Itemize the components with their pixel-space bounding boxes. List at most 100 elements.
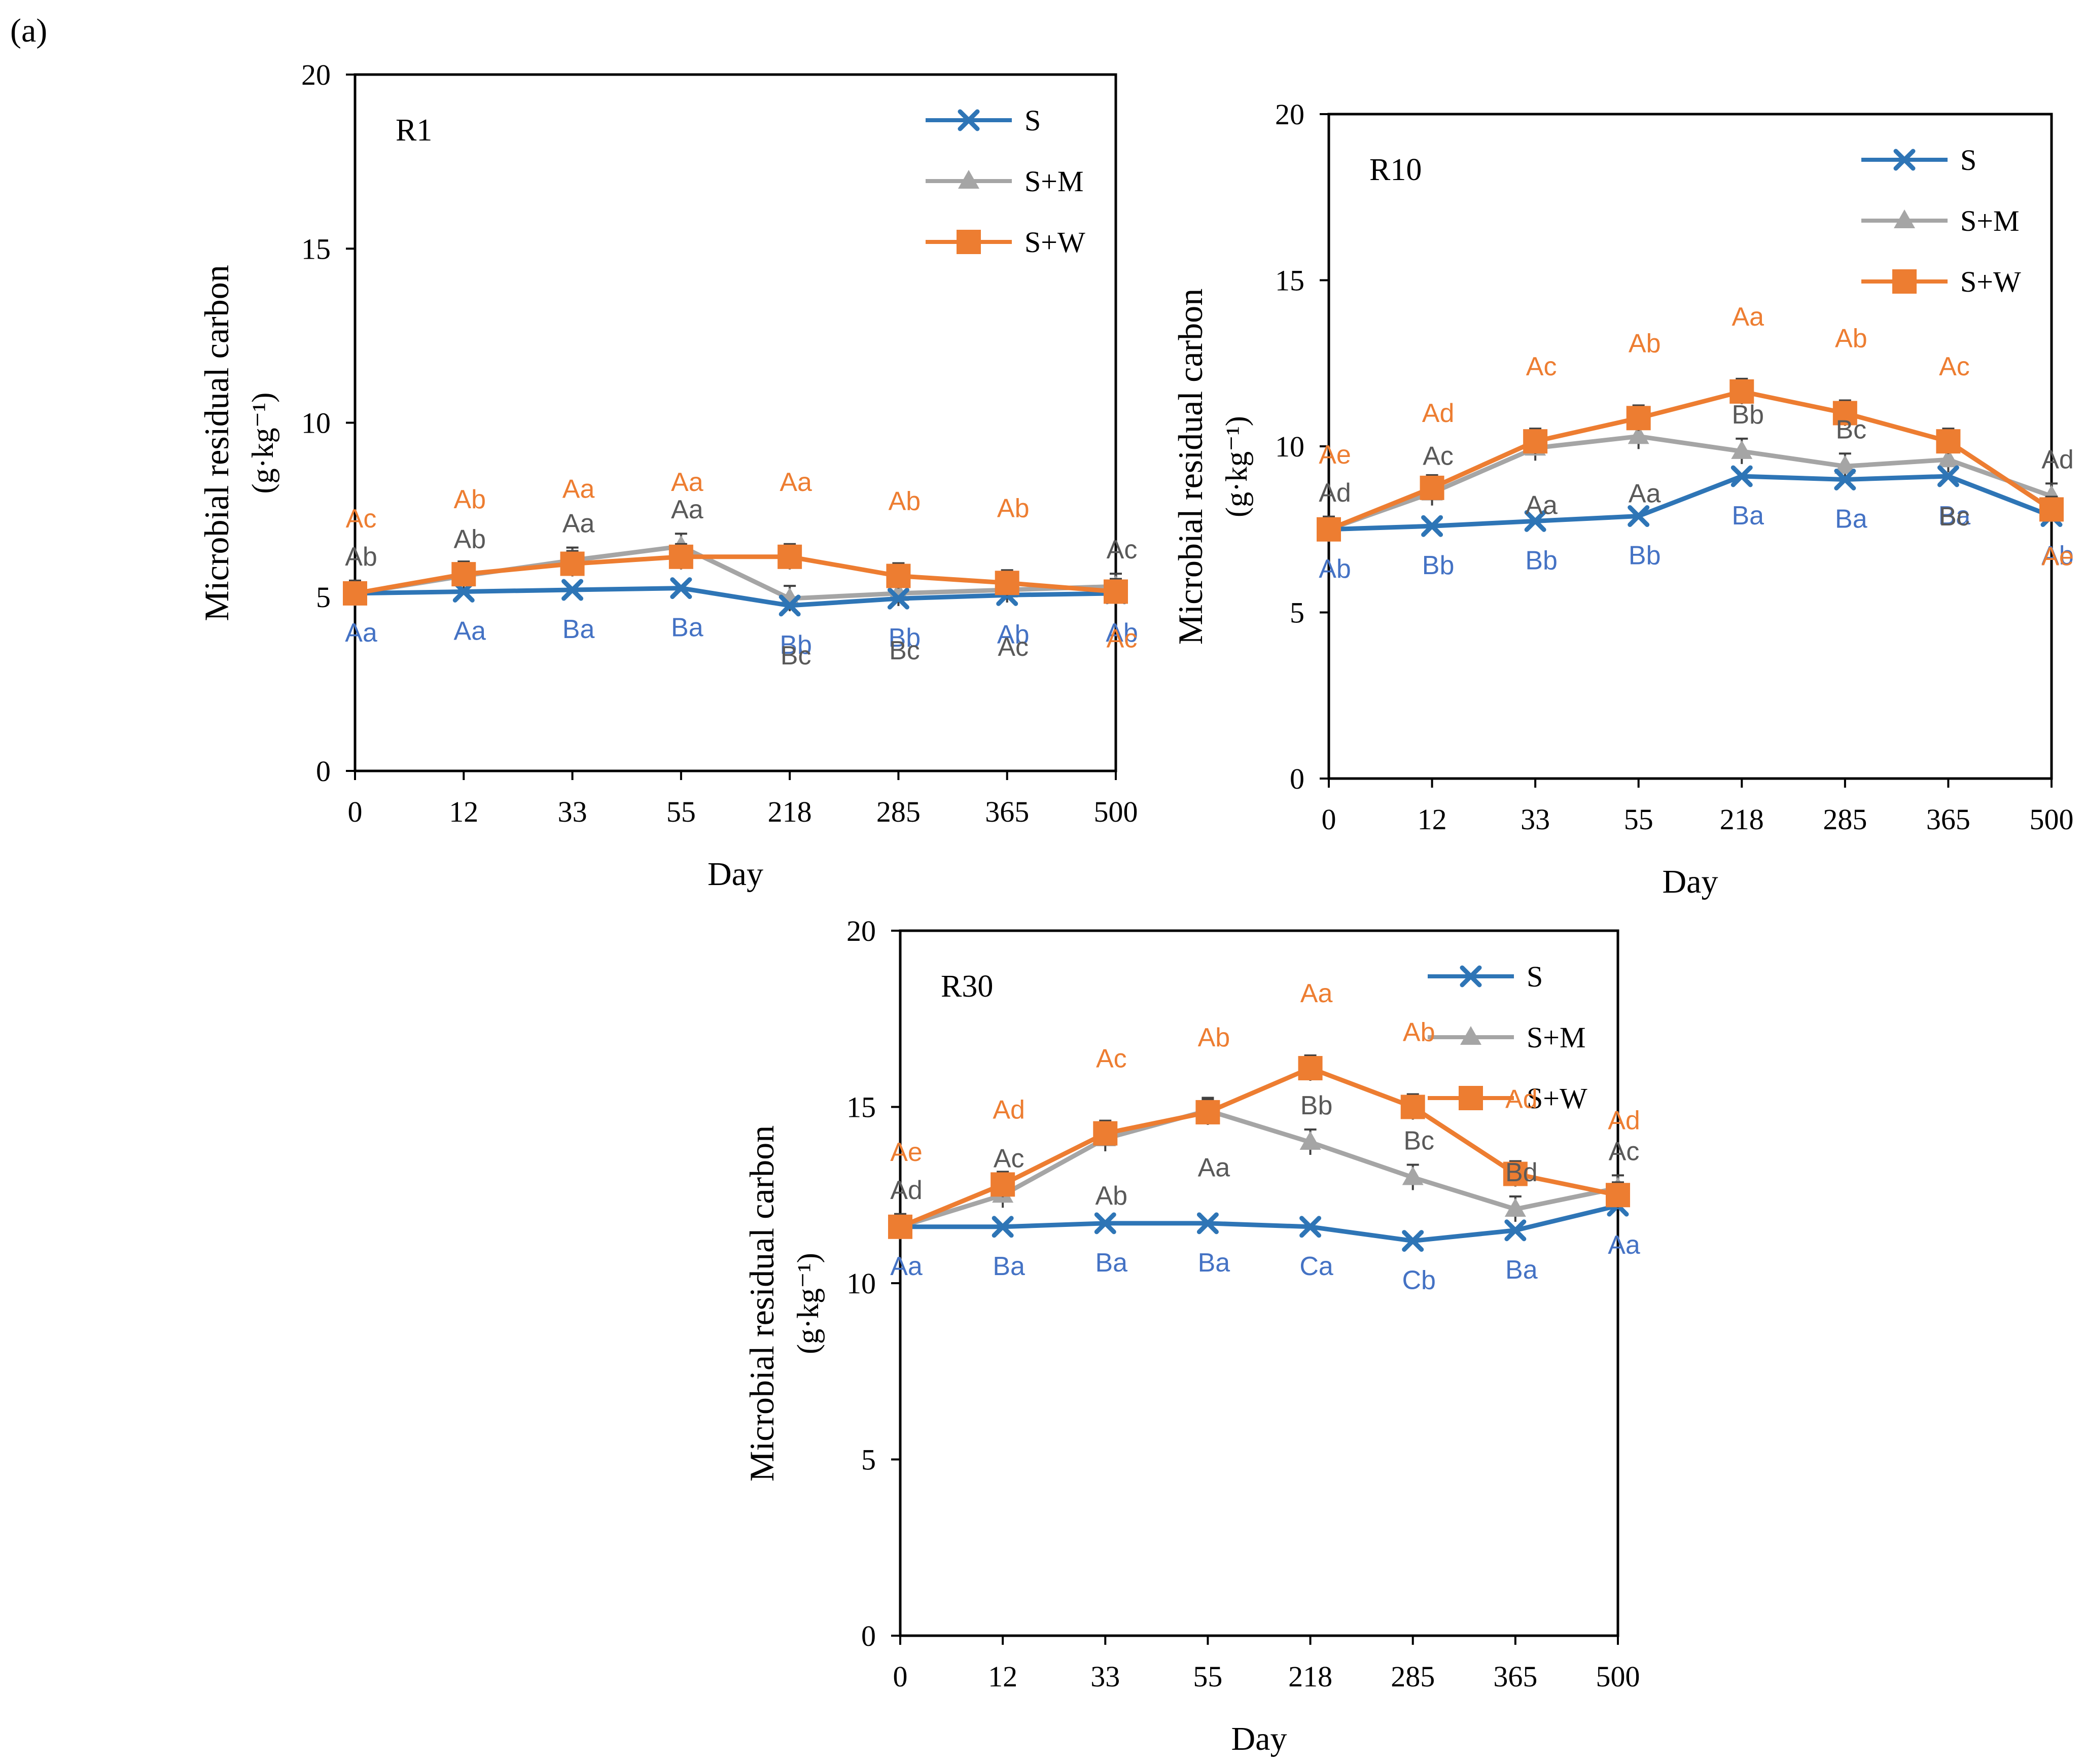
x-tick-label: 0 xyxy=(893,1660,908,1693)
marker-sm xyxy=(1834,455,1856,474)
sig-label-sm: Bb xyxy=(1300,1091,1333,1120)
x-tick-label: 33 xyxy=(558,795,587,828)
sig-label-sw: Ae xyxy=(890,1138,923,1167)
y-tick-label: 0 xyxy=(861,1619,876,1652)
sig-label-s: Aa xyxy=(453,616,486,646)
sig-label-s: Ba xyxy=(1731,501,1764,531)
x-tick-label: 12 xyxy=(988,1660,1017,1693)
x-tick-label: 285 xyxy=(1823,803,1867,836)
y-axis-unit: (g·kg⁻¹) xyxy=(1220,416,1253,517)
marker-s xyxy=(1196,1212,1219,1234)
legend-label-sw: S+W xyxy=(1024,226,1085,259)
y-tick-label: 5 xyxy=(316,581,331,614)
series-line-sm xyxy=(899,1108,1618,1229)
marker-s xyxy=(1299,1216,1322,1238)
sig-label-s: Cb xyxy=(1402,1266,1435,1295)
x-tick-label: 365 xyxy=(985,795,1029,828)
marker-sw xyxy=(991,1172,1015,1197)
y-tick-label: 10 xyxy=(1275,430,1304,463)
y-tick-label: 10 xyxy=(301,407,331,440)
y-tick-label: 15 xyxy=(846,1091,876,1124)
legend-label-s: S xyxy=(1024,104,1041,137)
legend-marker-s xyxy=(1893,149,1916,171)
marker-sw xyxy=(886,563,911,588)
sig-label-s: Aa xyxy=(345,618,377,648)
chart-panel-r1: 0 5 10 15 20 0 12 33 55 218 285 365 500 Day Microbial … xyxy=(197,58,1138,893)
sig-label-s: Bb xyxy=(1629,541,1661,571)
sig-label-sm: Ad xyxy=(890,1176,923,1205)
x-tick-label: 218 xyxy=(1288,1660,1332,1693)
sig-label-sw: Ac xyxy=(1107,624,1138,653)
series-line-sm xyxy=(1328,434,2053,532)
sig-label-sw: Ad xyxy=(1422,399,1455,428)
sig-label-sm: Bc xyxy=(1403,1126,1434,1156)
y-tick-label: 20 xyxy=(1275,98,1304,131)
panel-title: R1 xyxy=(396,113,432,148)
sig-label-sm: Aa xyxy=(562,509,595,539)
y-tick-label: 10 xyxy=(846,1267,876,1300)
y-tick-label: 0 xyxy=(316,755,331,788)
sig-label-s: Ba xyxy=(1505,1255,1538,1285)
y-axis-unit: (g·kg⁻¹) xyxy=(246,393,279,494)
sig-label-sw: Ab xyxy=(1629,329,1661,358)
sig-label-sm: Ab xyxy=(453,525,486,554)
marker-sw xyxy=(1420,475,1444,500)
marker-s xyxy=(1730,465,1753,487)
y-tick-label: 0 xyxy=(1290,762,1304,795)
sig-label-s: Aa xyxy=(890,1252,923,1281)
legend-label-sw: S+W xyxy=(1960,265,2021,298)
chart-panel-r10: 0 5 10 15 20 0 12 33 55 218 285 365 500 Day Microbial … xyxy=(1171,98,2074,900)
sig-label-sw: Ae xyxy=(1319,440,1351,470)
sig-label-sm: Aa xyxy=(1198,1153,1230,1182)
panel-title: R30 xyxy=(941,969,993,1004)
marker-sw xyxy=(1936,429,1961,454)
sig-label-sw: Aa xyxy=(1731,302,1764,332)
marker-sw xyxy=(1606,1183,1630,1208)
sig-label-s: Ba xyxy=(1938,501,1971,531)
marker-sw xyxy=(1104,579,1128,604)
sig-label-sw: Aa xyxy=(671,468,703,497)
sig-label-s: Ca xyxy=(1299,1252,1333,1281)
series-line-sw xyxy=(899,1066,1618,1229)
marker-sm xyxy=(1299,1131,1321,1150)
series-line-sw xyxy=(1328,389,2053,532)
sig-label-sw: Ab xyxy=(1403,1018,1435,1047)
x-tick-label: 365 xyxy=(1493,1660,1537,1693)
sig-label-s: Bb xyxy=(1525,546,1558,575)
x-tick-label: 55 xyxy=(666,795,696,828)
x-tick-label: 218 xyxy=(1720,803,1764,836)
sig-label-sm: Bc xyxy=(1836,415,1867,444)
sig-label-sw: Ac xyxy=(1526,352,1557,381)
sig-label-sm: Bd xyxy=(1505,1158,1538,1187)
marker-sw xyxy=(1317,517,1341,542)
marker-s xyxy=(1504,1219,1527,1242)
marker-sw xyxy=(1729,379,1754,404)
marker-s xyxy=(1094,1212,1116,1234)
marker-s xyxy=(1402,1230,1424,1252)
sig-label-sw: Ac xyxy=(346,504,377,534)
y-tick-label: 20 xyxy=(846,914,876,947)
sig-label-s: Bb xyxy=(889,623,921,653)
sig-label-sm: Bc xyxy=(1939,502,1970,532)
sig-label-sm: Ab xyxy=(1095,1181,1127,1211)
x-tick-label: 0 xyxy=(1322,803,1336,836)
x-tick-label: 0 xyxy=(348,795,363,828)
y-axis-title: Microbial residual carbon xyxy=(1171,289,1210,645)
sig-label-s: Aa xyxy=(1608,1230,1640,1260)
panel-title: R10 xyxy=(1369,153,1422,187)
marker-sw xyxy=(995,571,1019,595)
sig-label-sm: Ad xyxy=(2041,445,2074,474)
marker-sm xyxy=(1504,1198,1526,1217)
y-tick-label: 15 xyxy=(301,232,331,265)
sig-label-sw: Ad xyxy=(1505,1085,1538,1114)
marker-s xyxy=(1628,505,1650,527)
legend-label-sw: S+W xyxy=(1527,1082,1587,1115)
marker-sw xyxy=(668,544,693,569)
marker-sw xyxy=(778,544,802,569)
sig-label-sm: Bb xyxy=(1731,400,1764,430)
x-tick-label: 55 xyxy=(1624,803,1653,836)
sig-label-sm: Ad xyxy=(1319,478,1351,508)
marker-s xyxy=(779,594,801,617)
legend-label-s: S xyxy=(1960,144,1976,177)
x-axis-title: Day xyxy=(1231,1720,1287,1757)
